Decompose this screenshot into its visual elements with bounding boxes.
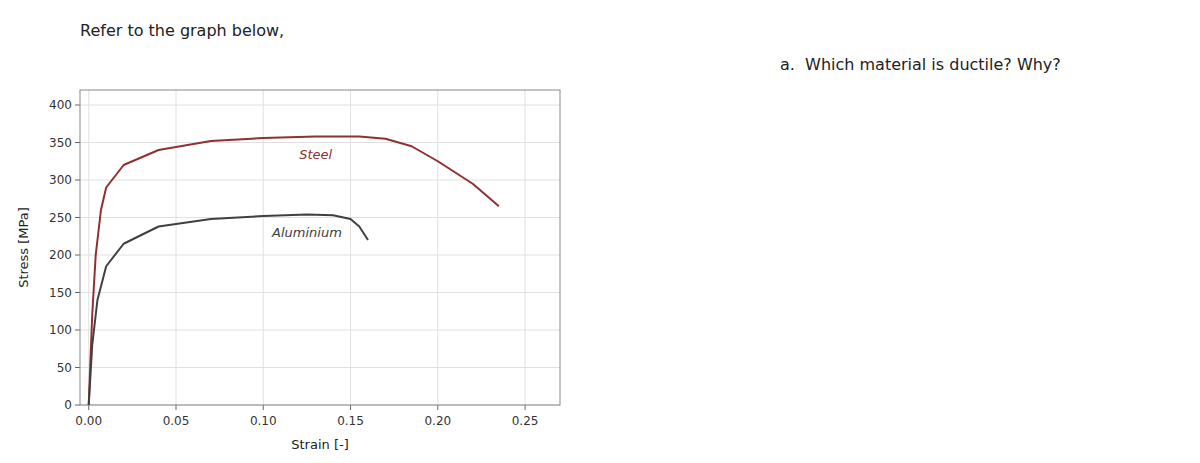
tick-mark	[75, 405, 80, 406]
tick-label: 400	[49, 98, 72, 112]
title: Refer to the graph below,	[80, 21, 284, 40]
tick-label: 0.10	[250, 414, 277, 428]
series-group	[89, 137, 499, 406]
curve-labels: Steel Aluminium	[271, 147, 342, 240]
grid-line	[80, 142, 560, 143]
plot-frame	[80, 90, 560, 405]
tick-label: 0.00	[75, 414, 102, 428]
grid-line	[80, 255, 560, 256]
series-line	[89, 215, 368, 406]
chart: Refer to the graph below, a. Which materi…	[0, 0, 1200, 463]
tick-mark	[75, 255, 80, 256]
tick-mark	[88, 405, 89, 410]
tick-mark	[75, 292, 80, 293]
axes: 0.00 0.05 0.10 0.15 0.20 0.25 0 50 100 150 200 250 3…	[49, 90, 560, 428]
tick-mark	[437, 405, 438, 410]
x-axis-label: Strain [-]	[291, 437, 348, 452]
grid-line	[437, 90, 438, 405]
tick-label: 100	[49, 323, 72, 337]
curve-label: Aluminium	[271, 225, 342, 240]
tick-label: 250	[49, 211, 72, 225]
tick-label: 0.15	[337, 414, 364, 428]
tick-mark	[350, 405, 351, 410]
grid-line	[80, 217, 560, 218]
tick-mark	[176, 405, 177, 410]
tick-mark	[75, 217, 80, 218]
tick-mark	[75, 367, 80, 368]
tick-mark	[75, 330, 80, 331]
tick-mark	[263, 405, 264, 410]
annotation: a. Which material is ductile? Why?	[780, 55, 1061, 74]
y-axis-label: Stress [MPa]	[16, 207, 31, 288]
tick-label: 200	[49, 248, 72, 262]
grid-line	[80, 105, 560, 106]
tick-mark	[525, 405, 526, 410]
tick-label: 0.25	[512, 414, 539, 428]
tick-label: 150	[49, 286, 72, 300]
grid-line	[88, 90, 89, 405]
tick-label: 0.20	[424, 414, 451, 428]
grid-line	[80, 330, 560, 331]
tick-mark	[75, 180, 80, 181]
tick-mark	[75, 105, 80, 106]
tick-mark	[75, 142, 80, 143]
tick-label: 0.05	[163, 414, 190, 428]
grid-line	[80, 180, 560, 181]
curve-label: Steel	[299, 147, 332, 162]
tick-label: 300	[49, 173, 72, 187]
grid-line	[176, 90, 177, 405]
tick-label: 0	[64, 398, 72, 412]
grid-line	[80, 292, 560, 293]
grid	[80, 90, 560, 405]
grid-line	[80, 367, 560, 368]
series-line	[89, 137, 499, 406]
grid-line	[525, 90, 526, 405]
tick-label: 350	[49, 136, 72, 150]
tick-label: 50	[57, 361, 72, 375]
